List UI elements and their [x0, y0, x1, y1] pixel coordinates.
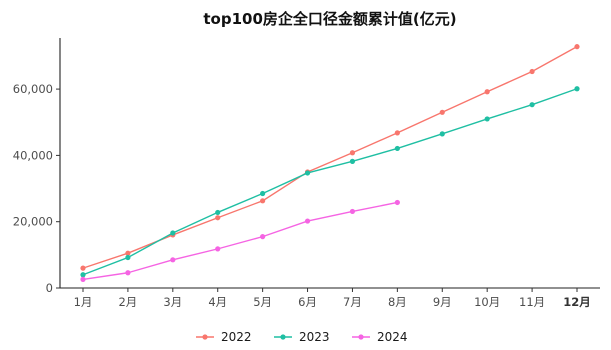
data-point-2022-1月: [80, 265, 86, 271]
legend-label: 2024: [377, 330, 408, 344]
data-point-2022-11月: [529, 68, 535, 75]
data-point-2023-11月: [529, 102, 535, 108]
data-point-2023-12月: [574, 86, 580, 92]
data-point-2023-4月: [215, 209, 221, 216]
data-point-2024-2月: [125, 270, 131, 276]
legend-swatch-point: [202, 334, 208, 340]
data-point-2022-2月: [125, 250, 131, 256]
legend-label: 2022: [221, 330, 252, 344]
data-point-2024-5月: [260, 234, 266, 240]
series-line-2022: [82, 46, 578, 269]
legend-label: 2023: [299, 330, 330, 344]
data-point-2023-10月: [484, 116, 490, 122]
y-tick-label: 60,000: [13, 82, 53, 96]
data-point-2024-3月: [170, 257, 176, 263]
series-2022: [80, 44, 580, 271]
series-2024: [80, 199, 400, 282]
x-tick-label: 11月: [519, 295, 545, 309]
data-point-2024-7月: [349, 208, 356, 215]
series-layer: [80, 44, 580, 282]
x-tick-label: 3月: [163, 295, 182, 309]
legend-item-2023: 2023: [274, 330, 330, 344]
data-point-2024-4月: [215, 246, 221, 252]
axes: 0 20,000 40,000 60,000 1月 2月 3月 4月 5月 6月 7月 8月 9月 10月…: [13, 38, 600, 309]
data-point-2023-9月: [439, 131, 445, 137]
chart-title: top100房企全口径金额累计值(亿元): [203, 10, 456, 28]
data-point-2022-4月: [215, 215, 221, 221]
x-tick-label: 4月: [208, 295, 227, 309]
x-tick-label: 8月: [388, 295, 407, 309]
y-tick-label: 40,000: [13, 148, 53, 162]
data-point-2022-12月: [574, 44, 580, 50]
x-tick-label: 10月: [474, 295, 500, 309]
data-point-2023-5月: [260, 190, 266, 197]
legend-swatch-point: [358, 334, 364, 340]
data-point-2024-1月: [80, 276, 86, 282]
data-point-2023-6月: [304, 170, 311, 176]
series-line-2023: [82, 88, 578, 276]
data-point-2022-5月: [260, 198, 266, 204]
data-point-2024-6月: [304, 218, 311, 224]
x-tick-label: 6月: [298, 295, 317, 309]
data-point-2023-3月: [170, 230, 176, 236]
data-point-2023-8月: [394, 145, 400, 152]
series-2023: [80, 86, 580, 278]
data-point-2022-8月: [394, 130, 400, 136]
series-line-2024: [82, 201, 398, 281]
x-tick-label: 1月: [74, 295, 93, 309]
y-tick-label: 0: [46, 281, 53, 295]
legend-item-2024: 2024: [352, 330, 408, 344]
x-tick-label: 5月: [253, 295, 272, 309]
data-point-2022-9月: [439, 109, 445, 115]
data-point-2023-2月: [125, 254, 131, 261]
data-point-2022-7月: [349, 150, 356, 156]
data-point-2022-10月: [484, 89, 490, 95]
legend: 2022 2023 2024: [196, 330, 408, 344]
data-point-2024-8月: [394, 199, 400, 206]
legend-item-2022: 2022: [196, 330, 252, 344]
legend-swatch-point: [280, 334, 286, 340]
x-tick-label: 9月: [433, 295, 452, 309]
x-tick-label: 2月: [118, 295, 137, 309]
y-tick-label: 20,000: [13, 215, 53, 229]
data-point-2023-7月: [349, 158, 356, 164]
data-point-2023-1月: [80, 272, 86, 278]
x-tick-label: 12月: [563, 295, 591, 309]
x-tick-label: 7月: [343, 295, 362, 309]
